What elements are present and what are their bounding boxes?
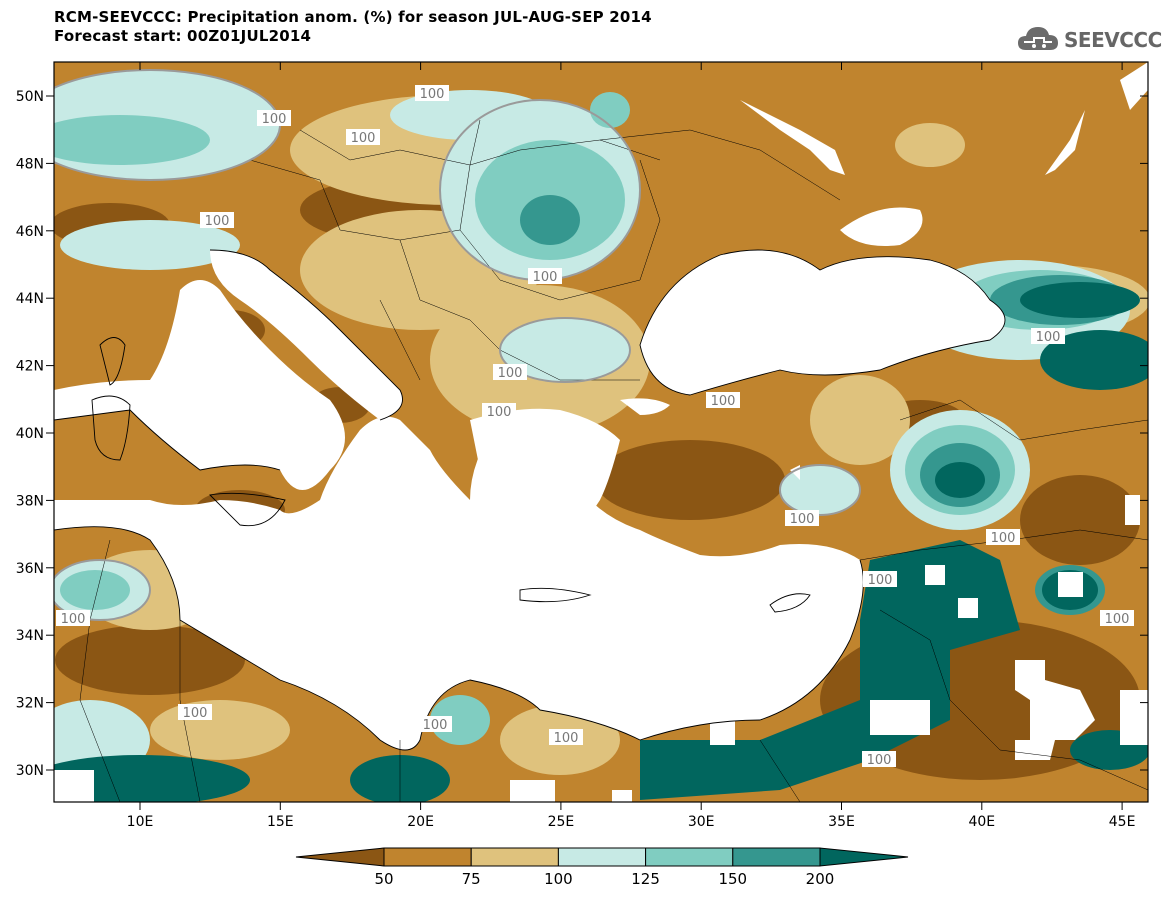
legend-swatch-below-50 xyxy=(295,847,385,867)
contour-label: 100 xyxy=(549,729,583,746)
legend-swatch xyxy=(383,847,472,867)
map-frame xyxy=(53,61,1149,803)
lon-tick-label: 25E xyxy=(548,814,575,830)
svg-text:100: 100 xyxy=(790,512,815,527)
contour-label: 100 xyxy=(493,364,527,381)
contour-label: 100 xyxy=(200,212,234,229)
legend-label: 50 xyxy=(374,870,393,888)
lat-tick-label: 42N xyxy=(16,359,44,375)
contour-label: 100 xyxy=(706,392,740,409)
svg-text:100: 100 xyxy=(183,706,208,721)
contour-label: 100 xyxy=(528,268,562,285)
svg-text:100: 100 xyxy=(420,87,445,102)
svg-text:100: 100 xyxy=(487,405,512,420)
lon-tick-label: 30E xyxy=(688,814,715,830)
contour-labels: 100 100 100 100 100 100 100 100 100 100 … xyxy=(56,85,1134,768)
contour-label: 100 xyxy=(1031,328,1065,345)
contour-label: 100 xyxy=(257,110,291,127)
lat-tick-label: 36N xyxy=(16,561,44,577)
latitude-axis: 50N 48N 46N 44N 42N 40N 38N 36N 34N 32N 30N xyxy=(16,89,1148,779)
seevccc-logo: SEEVCCC xyxy=(1016,22,1162,56)
svg-text:100: 100 xyxy=(351,131,376,146)
lat-tick-label: 40N xyxy=(16,426,44,442)
logo-text: SEEVCCC xyxy=(1064,28,1162,52)
lat-tick-label: 32N xyxy=(16,696,44,712)
legend-label: 75 xyxy=(462,870,481,888)
legend-label: 150 xyxy=(718,870,747,888)
adriatic-sea xyxy=(210,250,403,420)
aegean-sea xyxy=(470,408,620,563)
svg-text:100: 100 xyxy=(205,214,230,229)
color-legend: 50 75 100 125 150 200 xyxy=(295,847,909,888)
legend-swatch xyxy=(732,847,821,867)
sea-of-marmara xyxy=(620,398,670,415)
sea-areas xyxy=(54,207,1005,750)
legend-label: 125 xyxy=(631,870,660,888)
map-title: RCM-SEEVCCC: Precipitation anom. (%) for… xyxy=(54,8,652,26)
lat-tick-label: 38N xyxy=(16,493,44,509)
lon-tick-label: 45E xyxy=(1109,814,1136,830)
contour-label: 100 xyxy=(415,85,449,102)
svg-text:100: 100 xyxy=(423,718,448,733)
svg-text:100: 100 xyxy=(498,366,523,381)
svg-text:100: 100 xyxy=(554,731,579,746)
legend-label: 100 xyxy=(544,870,573,888)
sea-of-azov xyxy=(840,207,923,246)
missing-data-blocks xyxy=(54,62,1148,802)
svg-text:100: 100 xyxy=(868,573,893,588)
lon-tick-label: 40E xyxy=(968,814,995,830)
legend-swatch xyxy=(557,847,647,867)
svg-text:100: 100 xyxy=(1105,612,1130,627)
cloud-icon xyxy=(1018,27,1058,50)
lon-tick-label: 10E xyxy=(127,814,154,830)
svg-text:100: 100 xyxy=(1036,330,1061,345)
lat-tick-label: 44N xyxy=(16,291,44,307)
lon-tick-label: 15E xyxy=(267,814,294,830)
svg-text:100: 100 xyxy=(61,612,86,627)
svg-text:100: 100 xyxy=(991,531,1016,546)
contour-label: 100 xyxy=(418,716,452,733)
anomaly-field xyxy=(54,62,1148,802)
legend-label: 200 xyxy=(806,870,835,888)
lat-tick-label: 46N xyxy=(16,224,44,240)
contour-label: 100 xyxy=(346,129,380,146)
contour-label: 100 xyxy=(785,510,819,527)
contour-label: 100 xyxy=(986,529,1020,546)
black-sea xyxy=(640,250,1005,395)
lon-tick-label: 35E xyxy=(828,814,855,830)
legend-swatch xyxy=(470,847,559,867)
forecast-start-label: Forecast start: 00Z01JUL2014 xyxy=(54,27,312,45)
legend-swatch xyxy=(645,847,734,867)
longitude-axis: 10E 15E 20E 25E 30E 35E 40E 45E xyxy=(127,62,1136,830)
lon-tick-label: 20E xyxy=(407,814,434,830)
lat-tick-label: 34N xyxy=(16,628,44,644)
central-mediterranean xyxy=(54,416,864,750)
western-mediterranean xyxy=(54,280,345,490)
contour-label: 100 xyxy=(178,704,212,721)
svg-text:100: 100 xyxy=(533,270,558,285)
band-above-200 xyxy=(54,282,1148,802)
contour-label: 100 xyxy=(56,610,90,627)
svg-text:100: 100 xyxy=(867,753,892,768)
contour-label: 100 xyxy=(863,571,897,588)
country-borders xyxy=(79,119,1148,802)
lat-tick-label: 48N xyxy=(16,156,44,172)
svg-text:100: 100 xyxy=(711,394,736,409)
legend-swatch-above-200 xyxy=(819,847,909,867)
coastlines xyxy=(54,249,1006,751)
svg-text:100: 100 xyxy=(262,112,287,127)
lat-tick-label: 50N xyxy=(16,89,44,105)
contour-label: 100 xyxy=(482,403,516,420)
contour-label: 100 xyxy=(862,751,896,768)
lat-tick-label: 30N xyxy=(16,763,44,779)
contour-label: 100 xyxy=(1100,610,1134,627)
